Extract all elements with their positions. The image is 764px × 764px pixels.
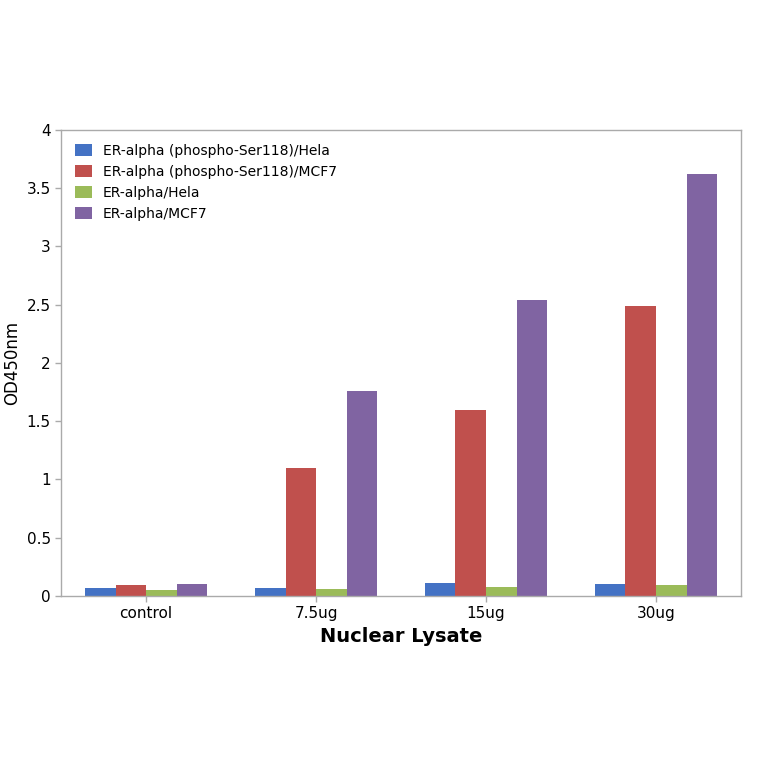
Bar (486, 587, 516, 596)
Bar (626, 306, 656, 596)
Y-axis label: OD450nm: OD450nm (3, 321, 21, 405)
Bar (115, 585, 146, 596)
Bar (347, 391, 377, 596)
Bar (255, 588, 286, 596)
Bar (85, 588, 115, 596)
Legend: ER-alpha (phospho-Ser118)/Hela, ER-alpha (phospho-Ser118)/MCF7, ER-alpha/Hela, E: ER-alpha (phospho-Ser118)/Hela, ER-alpha… (68, 137, 344, 228)
Bar (146, 590, 176, 596)
Bar (687, 174, 717, 596)
X-axis label: Nuclear Lysate: Nuclear Lysate (320, 627, 482, 646)
Bar (286, 468, 316, 596)
Bar (656, 585, 687, 596)
Bar (516, 300, 547, 596)
Bar (595, 584, 626, 596)
Bar (316, 589, 347, 596)
Bar (176, 584, 207, 596)
Bar (425, 583, 455, 596)
Bar (455, 410, 486, 596)
